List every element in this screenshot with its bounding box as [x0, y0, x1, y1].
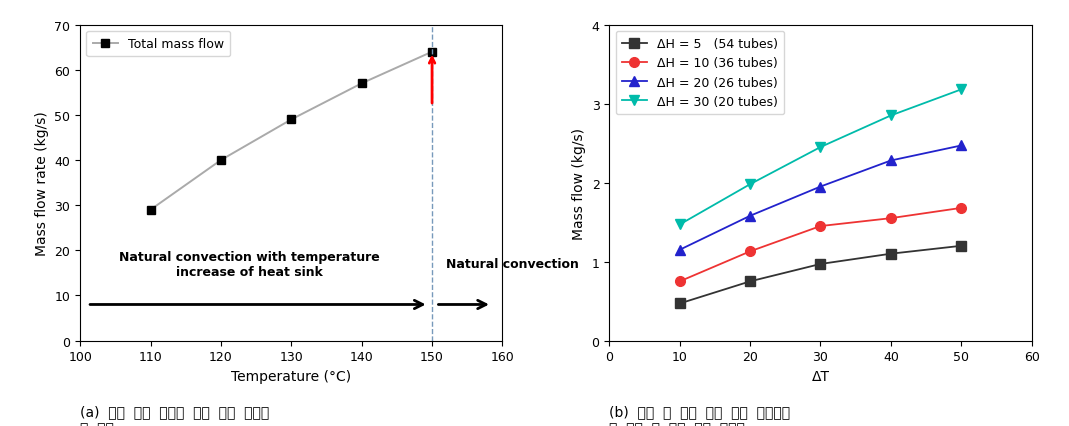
ΔH = 5   (54 tubes) — [884, 251, 897, 256]
ΔH = 20 (26 tubes) — [744, 214, 757, 219]
Line: ΔH = 20 (26 tubes): ΔH = 20 (26 tubes) — [675, 141, 966, 255]
ΔH = 5   (54 tubes) — [673, 301, 686, 306]
X-axis label: Temperature (°C): Temperature (°C) — [231, 369, 352, 383]
Total mass flow — [425, 50, 438, 55]
Total mass flow — [144, 207, 157, 213]
ΔH = 30 (20 tubes) — [744, 182, 757, 187]
ΔH = 30 (20 tubes) — [884, 114, 897, 119]
X-axis label: ΔT: ΔT — [811, 369, 830, 383]
Total mass flow — [355, 81, 368, 86]
ΔH = 10 (36 tubes) — [815, 224, 827, 229]
ΔH = 20 (26 tubes) — [815, 184, 827, 190]
Legend: Total mass flow: Total mass flow — [87, 32, 230, 57]
Text: Natural convection: Natural convection — [446, 258, 579, 271]
Y-axis label: Mass flow (kg/s): Mass flow (kg/s) — [572, 127, 586, 239]
Text: Natural convection with temperature
increase of heat sink: Natural convection with temperature incr… — [119, 250, 379, 278]
Line: ΔH = 10 (36 tubes): ΔH = 10 (36 tubes) — [675, 204, 966, 287]
Legend: ΔH = 5   (54 tubes), ΔH = 10 (36 tubes), ΔH = 20 (26 tubes), ΔH = 30 (20 tubes): ΔH = 5 (54 tubes), ΔH = 10 (36 tubes), Δ… — [616, 32, 784, 115]
ΔH = 5   (54 tubes) — [744, 279, 757, 284]
Text: (a)  고온  수조  온도에  따른  전체  자연순
환  유량: (a) 고온 수조 온도에 따른 전체 자연순 환 유량 — [80, 405, 269, 426]
ΔH = 10 (36 tubes) — [673, 279, 686, 284]
Line: Total mass flow: Total mass flow — [146, 49, 436, 214]
ΔH = 10 (36 tubes) — [744, 249, 757, 254]
ΔH = 20 (26 tubes) — [884, 158, 897, 164]
ΔH = 30 (20 tubes) — [955, 88, 967, 93]
Text: (b)  수조  간  높이  차에  따른  튜브내부
의  유량  및  튜브  개수  민감도: (b) 수조 간 높이 차에 따른 튜브내부 의 유량 및 튜브 개수 민감도 — [609, 405, 790, 426]
Y-axis label: Mass flow rate (kg/s): Mass flow rate (kg/s) — [35, 111, 49, 255]
ΔH = 10 (36 tubes) — [884, 216, 897, 221]
ΔH = 30 (20 tubes) — [673, 222, 686, 227]
Line: ΔH = 30 (20 tubes): ΔH = 30 (20 tubes) — [675, 85, 966, 230]
Line: ΔH = 5   (54 tubes): ΔH = 5 (54 tubes) — [675, 242, 966, 308]
ΔH = 5   (54 tubes) — [815, 262, 827, 267]
ΔH = 5   (54 tubes) — [955, 244, 967, 249]
ΔH = 20 (26 tubes) — [673, 248, 686, 253]
ΔH = 10 (36 tubes) — [955, 206, 967, 211]
Total mass flow — [215, 158, 228, 163]
Total mass flow — [284, 118, 297, 123]
ΔH = 30 (20 tubes) — [815, 145, 827, 150]
ΔH = 20 (26 tubes) — [955, 144, 967, 149]
